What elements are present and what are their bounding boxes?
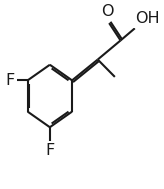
Text: OH: OH <box>135 11 160 26</box>
Text: F: F <box>45 143 54 158</box>
Text: F: F <box>6 73 15 88</box>
Text: O: O <box>102 4 114 19</box>
